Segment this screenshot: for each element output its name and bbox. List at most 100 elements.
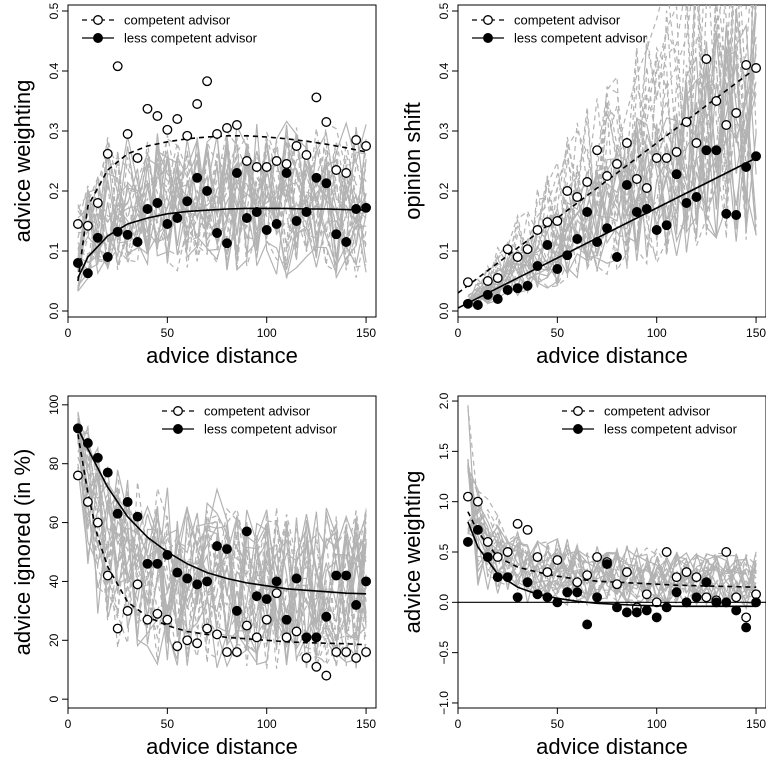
data-point-competent <box>271 588 282 599</box>
data-point-competent <box>231 120 242 130</box>
plot-area <box>72 411 372 681</box>
data-point-less-competent <box>512 283 523 294</box>
data-point-competent <box>552 216 563 226</box>
y-tick-label: 0.5 <box>437 543 451 560</box>
data-point-less-competent <box>212 228 222 238</box>
data-point-less-competent <box>122 229 133 240</box>
data-point-competent <box>301 653 312 663</box>
y-tick-label: 0.2 <box>47 182 61 199</box>
data-point-less-competent <box>271 219 282 229</box>
data-point-competent <box>462 277 473 288</box>
data-point-competent <box>701 54 712 64</box>
data-point-competent <box>562 186 573 196</box>
data-point-less-competent <box>602 223 612 234</box>
data-point-less-competent <box>112 508 123 519</box>
individual-curve <box>77 127 367 272</box>
y-tick-label: 20 <box>47 633 61 647</box>
legend: competent advisor less competent advisor <box>82 13 258 46</box>
data-point-less-competent <box>222 544 232 555</box>
data-point-less-competent <box>291 216 302 226</box>
y-tick-label: 0.5 <box>437 2 451 19</box>
data-point-less-competent <box>651 225 662 235</box>
data-point-competent <box>681 117 692 127</box>
data-point-competent <box>152 608 163 619</box>
data-point-competent <box>182 130 193 141</box>
data-point-less-competent <box>281 614 292 625</box>
y-tick-label: 40 <box>47 574 61 588</box>
individual-curve <box>77 132 367 271</box>
individual-curve <box>467 5 754 309</box>
data-point-competent <box>142 614 153 625</box>
y-tick-label: 100 <box>47 394 61 414</box>
data-point-competent <box>502 547 513 557</box>
data-point-competent <box>621 138 632 148</box>
individual-curve <box>467 5 757 296</box>
individual-curve <box>77 418 367 663</box>
legend-marker <box>173 406 183 416</box>
individual-curve <box>77 432 367 663</box>
data-point-less-competent <box>321 611 332 622</box>
data-point-less-competent <box>542 592 553 603</box>
data-point-competent <box>162 124 173 135</box>
data-point-competent <box>661 547 672 557</box>
legend-marker <box>173 424 183 434</box>
data-point-competent <box>331 165 342 175</box>
legend-label: less competent advisor <box>124 31 258 46</box>
legend-marker <box>573 424 583 434</box>
legend-label: less competent advisor <box>514 31 648 46</box>
individual-curve <box>77 151 367 277</box>
data-point-competent <box>341 168 352 178</box>
data-point-competent <box>651 153 662 163</box>
data-point-competent <box>592 145 603 156</box>
data-point-less-competent <box>142 204 153 214</box>
data-point-less-competent <box>92 452 103 463</box>
data-point-competent <box>241 156 252 166</box>
data-point-less-competent <box>82 268 93 279</box>
individual-curve <box>77 130 367 271</box>
data-point-less-competent <box>681 597 692 608</box>
data-point-competent <box>132 579 143 590</box>
data-point-less-competent <box>192 172 203 183</box>
panel-3: 0 50 100 150 0 20 40 60 80 100 advice distance advi… <box>10 394 377 759</box>
legend-label: competent advisor <box>124 13 231 28</box>
data-point-less-competent <box>582 619 593 630</box>
data-point-less-competent <box>572 587 583 598</box>
data-point-less-competent <box>231 605 242 616</box>
data-point-competent <box>741 612 752 623</box>
data-point-competent <box>231 647 242 658</box>
y-axis-label: opinion shift <box>400 102 425 219</box>
data-point-competent <box>691 572 702 583</box>
data-point-competent <box>142 103 153 114</box>
data-point-competent <box>291 626 302 637</box>
data-point-competent <box>241 620 252 631</box>
data-point-less-competent <box>522 577 533 588</box>
data-point-competent <box>291 141 302 151</box>
data-point-less-competent <box>462 536 473 547</box>
y-tick-label: 60 <box>47 516 61 530</box>
data-point-competent <box>82 220 93 231</box>
panel-2: 0 50 100 150 0.0 0.1 0.2 0.3 0.4 0.5 advice distan… <box>400 2 766 368</box>
y-tick-label: 2.0 <box>437 392 451 409</box>
data-point-competent <box>251 632 262 643</box>
x-tick-label: 150 <box>746 717 766 731</box>
x-tick-label: 50 <box>551 717 565 731</box>
data-point-competent <box>321 670 332 681</box>
legend-marker <box>573 406 583 416</box>
data-point-competent <box>112 623 123 634</box>
data-point-competent <box>82 497 93 507</box>
data-point-less-competent <box>132 237 143 247</box>
data-point-less-competent <box>751 151 762 162</box>
data-point-less-competent <box>462 298 473 309</box>
data-point-competent <box>351 653 362 663</box>
data-point-less-competent <box>251 207 262 217</box>
x-axis-label: advice distance <box>146 734 298 759</box>
data-point-less-competent <box>572 234 583 244</box>
data-point-competent <box>512 518 523 529</box>
individual-curve <box>467 470 757 604</box>
data-point-competent <box>582 177 593 187</box>
data-point-less-competent <box>671 587 682 598</box>
individual-curve <box>467 5 738 302</box>
data-point-less-competent <box>311 632 322 643</box>
y-tick-label: 0 <box>47 696 61 703</box>
data-point-less-competent <box>741 622 752 633</box>
